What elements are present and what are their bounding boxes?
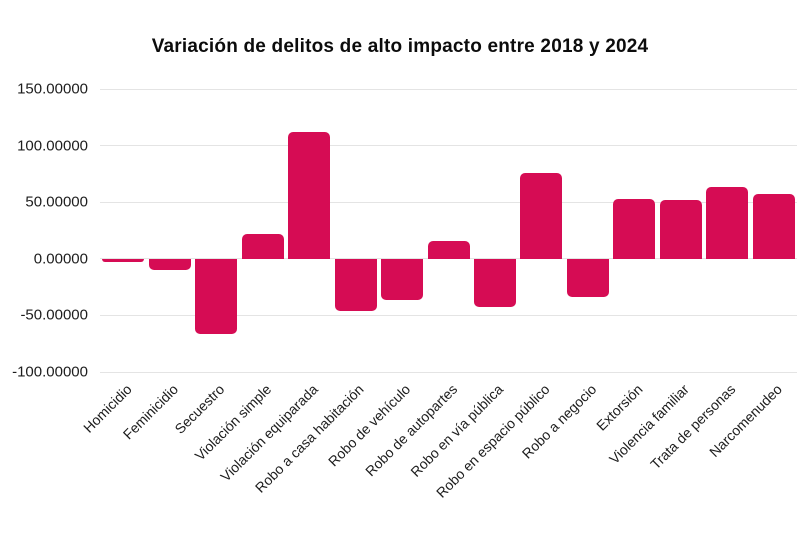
y-tick-label: -50.00000 [20, 306, 88, 324]
bar [520, 172, 563, 259]
bar [473, 258, 516, 308]
bar [241, 233, 284, 259]
y-axis: 150.00000 100.00000 50.00000 0.00000 -50.000… [0, 81, 92, 381]
y-tick-label: 150.00000 [17, 80, 88, 98]
bar [148, 258, 191, 271]
x-tick-label: Trata de personas [647, 381, 739, 473]
y-tick-label: 100.00000 [17, 137, 88, 155]
bar [613, 198, 656, 259]
bar [288, 132, 331, 259]
bar [381, 258, 424, 300]
gridline [100, 201, 797, 203]
x-tick-label: Violencia familiar [606, 381, 693, 467]
y-tick-label: 50.00000 [25, 193, 88, 211]
bar [334, 258, 377, 311]
bar [102, 258, 145, 263]
bar [752, 194, 795, 259]
bar [706, 187, 749, 259]
bar [659, 199, 702, 259]
gridline [100, 371, 797, 373]
bar [566, 258, 609, 298]
gridline [100, 145, 797, 147]
bar [195, 258, 238, 334]
x-tick-label: Robo de vehículo [324, 381, 414, 470]
y-tick-label: -100.00000 [12, 363, 88, 381]
y-tick-label: 0.00000 [33, 250, 88, 268]
plot-area [100, 88, 797, 373]
gridline [100, 258, 797, 260]
chart-title: Variación de delitos de alto impacto ent… [151, 36, 649, 57]
gridline [100, 88, 797, 90]
gridline [100, 314, 797, 316]
x-axis: Homicidio Feminicidio Secuestro Violación s… [0, 381, 800, 533]
bar [427, 240, 470, 259]
